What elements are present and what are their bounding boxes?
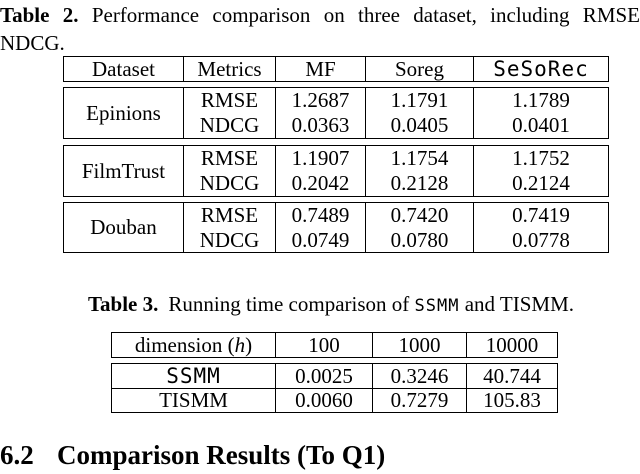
table2-soreg-cell: 1.1791 0.0405 — [366, 88, 474, 138]
table3-row-tismm-10000: 105.83 — [467, 388, 557, 412]
section-heading: 6.2 Comparison Results (To Q1) — [0, 440, 385, 471]
table2-dataset-cell: FilmTrust — [64, 146, 184, 196]
table3-caption-text-before: Running time comparison of — [168, 292, 415, 316]
table3-header-100: 100 — [276, 333, 373, 357]
table3-body: SSMM 0.0025 0.3246 40.744 TISMM 0.0060 0… — [111, 363, 558, 413]
table3-row-ssmm-name: SSMM — [112, 364, 276, 388]
table2-mf-cell: 0.7489 0.0749 — [276, 203, 366, 252]
dimension-h-symbol: h — [234, 333, 246, 357]
table3-header-dimension: dimension (h) — [112, 333, 276, 357]
table2-dataset-cell: Douban — [64, 203, 184, 252]
table2-header-mf: MF — [276, 57, 366, 81]
table2-soreg-cell: 0.7420 0.0780 — [366, 203, 474, 252]
table3-caption: Table 3. Running time comparison of SSMM … — [0, 292, 640, 317]
table3-row-ssmm-1000: 0.3246 — [373, 364, 467, 388]
table3-caption-tismm: TISMM. — [499, 292, 575, 316]
table2-header-sesorec: SeSoRec — [493, 57, 589, 81]
table3-row-tismm-name: TISMM — [112, 388, 276, 412]
table2-caption-line2: NDCG. — [0, 31, 65, 55]
table2-sesorec-cell: 0.7419 0.0778 — [512, 203, 570, 252]
table2-group-filmtrust: FilmTrust RMSE NDCG 1.1907 0.2042 1.1754… — [63, 145, 609, 197]
table3-row-tismm-1000: 0.7279 — [373, 388, 467, 412]
table3-caption-ssmm: SSMM — [414, 296, 460, 316]
table3-header-1000: 1000 — [373, 333, 467, 357]
table3-row-ssmm-10000: 40.744 — [483, 364, 541, 388]
section-number: 6.2 — [0, 440, 34, 470]
table2-group-douban: Douban RMSE NDCG 0.7489 0.0749 0.7420 0.… — [63, 202, 609, 253]
table2-sesorec-cell: 1.1789 0.0401 — [512, 88, 570, 137]
table2-header-row: Dataset Metrics MF Soreg SeSoRec — [63, 56, 609, 82]
table2-dataset-cell: Epinions — [64, 88, 184, 138]
table2-metrics-cell: RMSE NDCG — [184, 88, 276, 138]
table2-header-metrics: Metrics — [184, 57, 276, 81]
table2-caption-label: Table 2. — [0, 3, 79, 27]
table2-metrics-cell: RMSE NDCG — [184, 203, 276, 252]
section-title: Comparison Results (To Q1) — [57, 440, 386, 470]
table2-group-epinions: Epinions RMSE NDCG 1.2687 0.0363 1.1791 … — [63, 87, 609, 139]
table3-row-tismm-100: 0.0060 — [276, 388, 373, 412]
table3-header-row: dimension (h) 100 1000 10000 — [111, 332, 558, 358]
table2-mf-cell: 1.2687 0.0363 — [276, 88, 366, 138]
table3-header-10000: 10000 — [485, 333, 539, 357]
table2-mf-cell: 1.1907 0.2042 — [276, 146, 366, 196]
table2-caption-text: Performance comparison on three dataset,… — [91, 3, 640, 27]
table3-row-ssmm-100: 0.0025 — [276, 364, 373, 388]
table2-soreg-cell: 1.1754 0.2128 — [366, 146, 474, 196]
table2-sesorec-cell: 1.1752 0.2124 — [512, 146, 570, 195]
table3-caption-label: Table 3. — [87, 292, 159, 316]
table2-header-dataset: Dataset — [64, 57, 184, 81]
table2-caption-line1: Table 2. Performance comparison on three… — [0, 2, 640, 29]
table2-header-soreg: Soreg — [366, 57, 474, 81]
table2-metrics-cell: RMSE NDCG — [184, 146, 276, 196]
table3-caption-text-middle: and — [459, 292, 500, 316]
